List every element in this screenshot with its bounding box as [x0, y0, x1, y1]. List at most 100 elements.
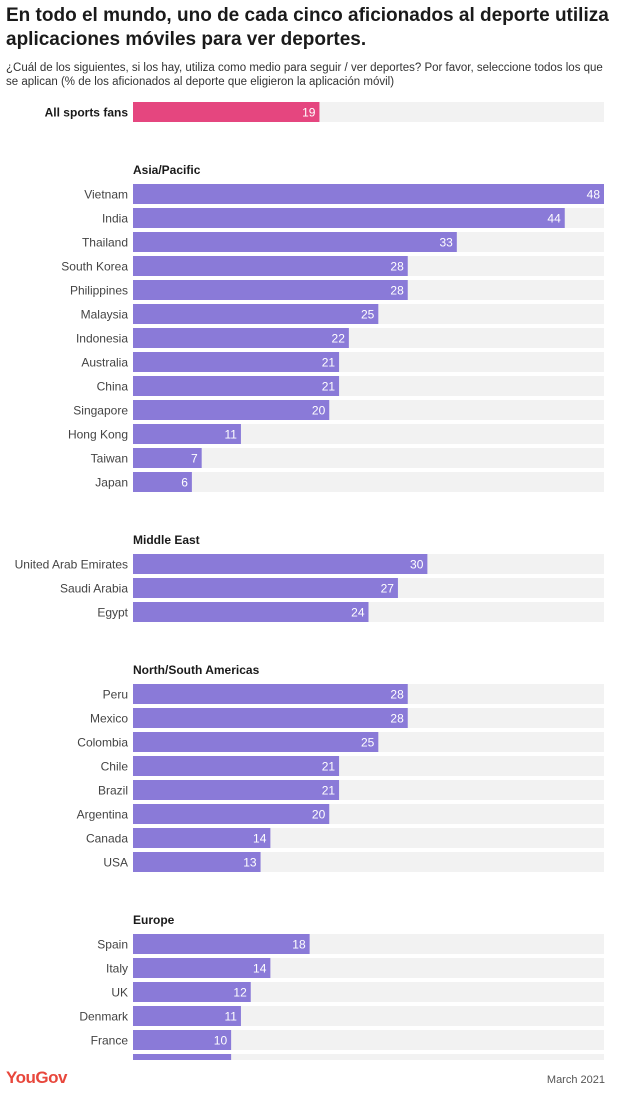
bar	[133, 554, 428, 574]
category-label: USA	[103, 856, 128, 870]
data-label: 21	[322, 760, 336, 774]
data-label: 21	[322, 356, 336, 370]
category-label: Taiwan	[91, 452, 128, 466]
data-label: 33	[439, 236, 453, 250]
data-label: 44	[547, 212, 561, 226]
data-label: 20	[312, 404, 326, 418]
bar	[133, 208, 565, 228]
category-label: UK	[111, 986, 128, 1000]
category-label: India	[102, 212, 128, 226]
data-label: 20	[312, 808, 326, 822]
data-label: 19	[302, 106, 316, 120]
category-label: Saudi Arabia	[60, 582, 128, 596]
category-label: Canada	[86, 832, 128, 846]
data-label: 28	[390, 284, 404, 298]
bar	[133, 232, 457, 252]
bar	[133, 982, 251, 1002]
category-label: Vietnam	[84, 188, 128, 202]
category-label: Mexico	[90, 712, 128, 726]
data-label: 7	[191, 452, 198, 466]
data-label: 12	[233, 986, 247, 1000]
bar	[133, 578, 398, 598]
bar	[133, 1030, 232, 1050]
bar	[133, 780, 340, 800]
group-header: Europe	[133, 913, 175, 927]
category-label: China	[97, 380, 129, 394]
bar	[133, 1006, 241, 1026]
bar	[133, 304, 379, 324]
bar	[133, 602, 369, 622]
category-label: Indonesia	[76, 332, 128, 346]
category-label: Argentina	[77, 808, 129, 822]
data-label: 14	[253, 962, 267, 976]
group-header: Asia/Pacific	[133, 163, 201, 177]
data-label: 6	[181, 476, 188, 490]
group-header: North/South Americas	[133, 663, 260, 677]
category-label: Italy	[106, 962, 128, 976]
data-label: 22	[332, 332, 346, 346]
bar	[133, 352, 340, 372]
data-label: 21	[322, 380, 336, 394]
data-label: 28	[390, 712, 404, 726]
bar	[133, 424, 241, 444]
category-label: Denmark	[79, 1010, 129, 1024]
category-label: Hong Kong	[68, 428, 128, 442]
category-label: France	[91, 1034, 129, 1048]
data-label: 11	[224, 1010, 237, 1024]
bar	[133, 684, 408, 704]
yougov-logo: YouGov	[6, 1068, 67, 1087]
bar	[133, 708, 408, 728]
data-label: 27	[381, 582, 395, 596]
category-label: Philippines	[70, 284, 128, 298]
data-label: 30	[410, 558, 424, 572]
bar-track	[133, 424, 604, 444]
bar-track	[133, 448, 604, 468]
bar	[133, 472, 192, 492]
bar	[133, 732, 379, 752]
data-label: 14	[253, 832, 267, 846]
bar	[133, 828, 271, 848]
data-label: 25	[361, 736, 375, 750]
category-label: Sweden	[85, 1058, 128, 1061]
bar	[133, 280, 408, 300]
category-label: Malaysia	[81, 308, 129, 322]
bar	[133, 102, 320, 122]
bar	[133, 328, 349, 348]
category-label: Peru	[103, 688, 128, 702]
category-label: Chile	[101, 760, 129, 774]
bar	[133, 958, 271, 978]
bar	[133, 256, 408, 276]
bar	[133, 376, 340, 396]
bar	[133, 400, 330, 420]
category-label: All sports fans	[45, 106, 129, 120]
bar	[133, 756, 340, 776]
chart-subtitle: ¿Cuál de los siguientes, si los hay, uti…	[6, 62, 603, 88]
bar	[133, 852, 261, 872]
chart-title: En todo el mundo, uno de cada cinco afic…	[6, 5, 609, 50]
category-label: Egypt	[97, 606, 128, 620]
category-label: Brazil	[98, 784, 128, 798]
date-label: March 2021	[546, 1074, 605, 1086]
category-label: United Arab Emirates	[15, 558, 128, 572]
bar	[133, 448, 202, 468]
data-label: 48	[587, 188, 601, 202]
bar	[133, 804, 330, 824]
data-label: 21	[322, 784, 336, 798]
category-label: Colombia	[77, 736, 128, 750]
data-label: 18	[292, 938, 306, 952]
bar	[133, 184, 604, 204]
bar-track	[133, 472, 604, 492]
data-label: 28	[390, 688, 404, 702]
data-label: 28	[390, 260, 404, 274]
bar-chart: All sports fans 19 Asia/Pacific Vietnam 48 In…	[15, 102, 604, 1061]
bar	[133, 1054, 232, 1060]
category-label: Japan	[95, 476, 128, 490]
group-header: Middle East	[133, 533, 200, 547]
data-label: 10	[214, 1034, 228, 1048]
bar-track	[133, 1030, 604, 1050]
data-label: 24	[351, 606, 365, 620]
bar	[133, 934, 310, 954]
category-label: Singapore	[73, 404, 128, 418]
data-label: 11	[224, 428, 237, 442]
bar-track	[133, 1054, 604, 1060]
